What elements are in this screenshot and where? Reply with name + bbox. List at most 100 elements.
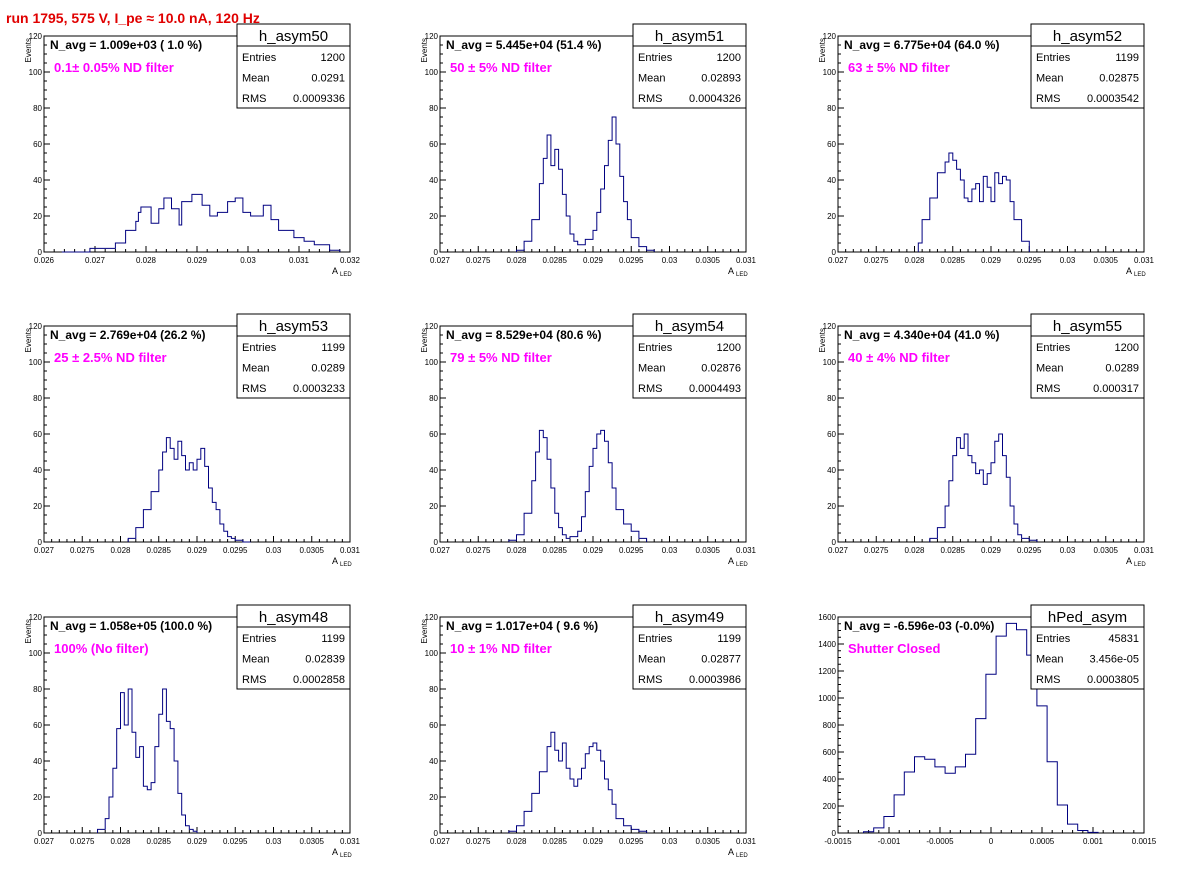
y-axis-label: Events: [818, 328, 827, 352]
y-tick-label: 1000: [818, 694, 836, 703]
x-tick-label: 0.032: [340, 256, 361, 265]
stats-label: Entries: [1036, 342, 1071, 354]
y-tick-label: 120: [29, 613, 43, 622]
y-tick-label: 0: [38, 248, 43, 257]
y-tick-label: 20: [827, 212, 836, 221]
y-axis-label: Events: [420, 38, 429, 62]
x-tick-label: 0.027: [828, 256, 849, 265]
y-tick-label: 100: [425, 649, 439, 658]
stats-label: RMS: [1036, 383, 1060, 395]
x-tick-label: 0.028: [904, 256, 925, 265]
histogram-series: [508, 429, 648, 542]
histogram-panel-h_asym55: 0.027 0.0275 0.028 0.0285 0.029 0.0295 0.03 0.0…: [818, 313, 1155, 568]
y-tick-label: 40: [429, 757, 438, 766]
x-tick-label: 0.026: [34, 256, 55, 265]
y-tick-label: 0: [832, 248, 837, 257]
x-tick-label: 0.0005: [1030, 837, 1055, 846]
x-tick-label: 0.028: [506, 256, 527, 265]
histogram-panel-h_asym54: 0.027 0.0275 0.028 0.0285 0.029 0.0295 0.03 0.0…: [420, 313, 757, 568]
x-tick-label: 0.028: [110, 546, 131, 555]
histogram-name: h_asym51: [655, 28, 724, 45]
x-tick-label: 0.0295: [619, 256, 644, 265]
stats-label: Entries: [638, 342, 673, 354]
y-tick-label: 40: [429, 466, 438, 475]
stats-value: 0.02877: [701, 654, 741, 666]
x-tick-label: -0.001: [878, 837, 901, 846]
stats-label: Mean: [1036, 654, 1064, 666]
stats-value: 0.0291: [311, 73, 345, 85]
stats-label: Entries: [1036, 52, 1071, 64]
stats-value: 0.0009336: [293, 93, 345, 105]
x-tick-label: 0.0285: [543, 837, 568, 846]
y-tick-label: 0: [434, 248, 439, 257]
navg-label: N_avg = 2.769e+04 (26.2 %): [50, 328, 205, 342]
x-axis-label: A: [332, 847, 338, 857]
x-tick-label: 0.0285: [543, 256, 568, 265]
x-tick-label: 0.0305: [696, 837, 721, 846]
x-axis-label-subscript: LED: [340, 272, 352, 278]
x-tick-label: 0.0275: [466, 256, 491, 265]
stats-label: Mean: [242, 73, 270, 85]
stats-box: [236, 626, 351, 690]
stats-label: Entries: [242, 633, 277, 645]
stats-label: Entries: [638, 52, 673, 64]
stats-value: 1200: [321, 52, 345, 64]
x-tick-label: 0.0275: [70, 837, 95, 846]
filter-annotation: 40 ± 4% ND filter: [848, 350, 950, 365]
x-tick-label: 0.0295: [223, 546, 248, 555]
x-tick-label: 0.027: [34, 837, 55, 846]
x-tick-label: 0.029: [583, 256, 604, 265]
stats-label: Entries: [638, 633, 673, 645]
filter-annotation: 100% (No filter): [54, 641, 149, 656]
y-tick-label: 60: [33, 430, 42, 439]
y-axis-label: Events: [420, 619, 429, 643]
x-tick-label: 0.028: [110, 837, 131, 846]
stats-box: [1030, 45, 1145, 109]
x-tick-label: 0.0305: [300, 546, 325, 555]
x-tick-label: 0.001: [1083, 837, 1104, 846]
x-tick-label: 0.03: [266, 546, 282, 555]
x-tick-label: 0.0275: [864, 546, 889, 555]
y-tick-label: 60: [33, 721, 42, 730]
x-tick-label: 0.029: [187, 256, 208, 265]
x-tick-label: 0.028: [506, 837, 527, 846]
y-tick-label: 80: [429, 685, 438, 694]
stats-value: 1199: [717, 633, 741, 645]
x-axis-label-subscript: LED: [736, 272, 748, 278]
stats-label: RMS: [242, 383, 266, 395]
x-tick-label: 0.0305: [1094, 546, 1119, 555]
stats-value: 0.000317: [1093, 383, 1139, 395]
y-tick-label: 40: [33, 176, 42, 185]
x-tick-label: 0.0305: [300, 837, 325, 846]
x-tick-label: 0.03: [662, 256, 678, 265]
y-tick-label: 1600: [818, 613, 836, 622]
x-tick-label: 0.03: [662, 837, 678, 846]
stats-label: Entries: [242, 52, 277, 64]
y-tick-label: 20: [33, 212, 42, 221]
navg-label: N_avg = 1.017e+04 ( 9.6 %): [446, 619, 598, 633]
y-axis-label: Events: [24, 328, 33, 352]
x-tick-label: 0.031: [736, 837, 757, 846]
histogram-series: [508, 731, 648, 833]
y-tick-label: 1400: [818, 640, 836, 649]
stats-box: [236, 45, 351, 109]
y-tick-label: 1200: [818, 667, 836, 676]
stats-label: RMS: [638, 93, 662, 105]
stats-label: Mean: [242, 654, 270, 666]
x-tick-label: 0.029: [981, 546, 1002, 555]
x-tick-label: 0.0275: [466, 837, 491, 846]
y-tick-label: 0: [38, 829, 43, 838]
y-tick-label: 120: [29, 322, 43, 331]
y-tick-label: 80: [33, 104, 42, 113]
y-tick-label: 100: [425, 68, 439, 77]
stats-label: Mean: [1036, 73, 1064, 85]
x-axis-label: A: [1126, 266, 1132, 276]
x-tick-label: 0.031: [1134, 546, 1155, 555]
y-tick-label: 80: [827, 394, 836, 403]
histogram-panel-h_asym53: 0.027 0.0275 0.028 0.0285 0.029 0.0295 0.03 0.0…: [24, 313, 361, 568]
x-tick-label: 0.03: [240, 256, 256, 265]
histogram-series: [97, 688, 198, 833]
stats-value: 1199: [321, 342, 345, 354]
y-tick-label: 80: [33, 394, 42, 403]
